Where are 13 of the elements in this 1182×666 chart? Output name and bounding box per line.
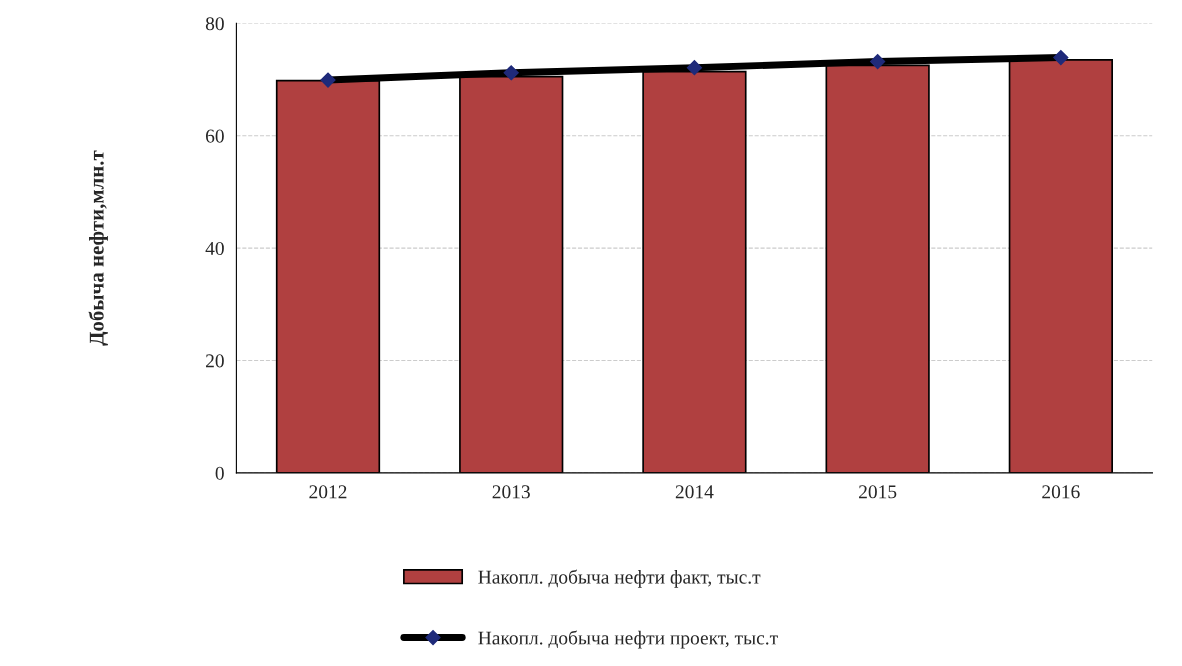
x-tick-label: 2012 <box>309 485 347 499</box>
y-tick-label: 60 <box>205 129 224 143</box>
y-tick-label: 40 <box>205 241 224 256</box>
y-tick-label: 80 <box>205 17 224 31</box>
legend-label: Накопл. добыча нефти проект, тыс.т <box>478 630 778 649</box>
y-tick-label: 0 <box>215 466 224 480</box>
x-tick-label: 2014 <box>675 485 714 499</box>
y-axis-title: Добыча нефти,млн.т <box>88 150 108 346</box>
x-tick-label: 2013 <box>492 485 530 499</box>
x-tick-label: 2015 <box>859 485 897 499</box>
legend-label: Накопл. добыча нефти факт, тыс.т <box>478 569 761 588</box>
x-tick-label: 2016 <box>1042 485 1080 499</box>
y-tick-label: 20 <box>206 354 224 368</box>
